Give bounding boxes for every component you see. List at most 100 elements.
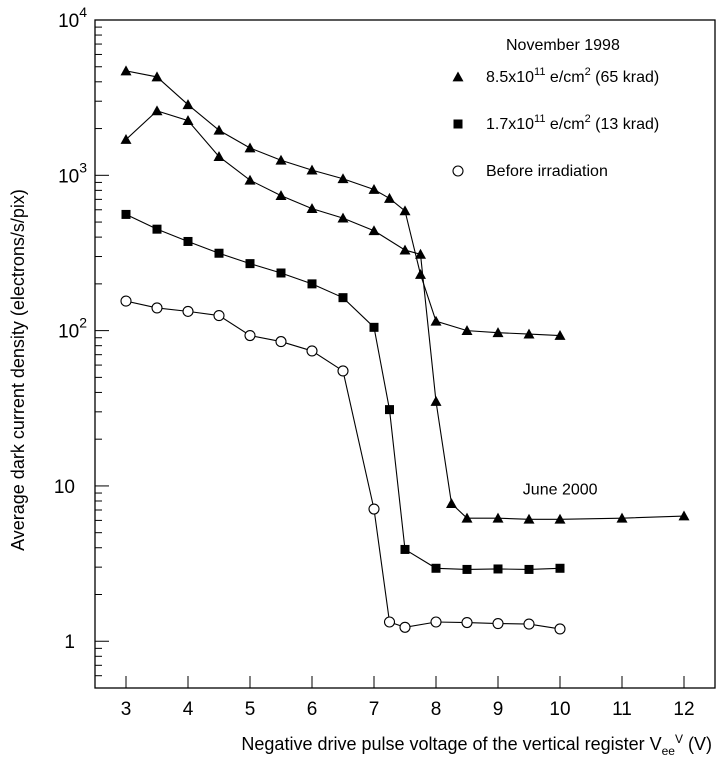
series-high-dose-june2000 bbox=[120, 105, 690, 524]
legend-label-mid-dose: 1.7x1011 e/cm2 (13 krad) bbox=[486, 113, 659, 133]
data-point-mid-dose bbox=[183, 236, 193, 246]
data-point-high-dose-june2000 bbox=[182, 115, 194, 126]
series-mid-dose bbox=[121, 209, 565, 574]
y-tick-label-base: 10 bbox=[58, 322, 79, 343]
data-point-mid-dose bbox=[385, 405, 394, 415]
series-high-dose-nov1998 bbox=[120, 65, 566, 340]
y-tick-label-base: 10 bbox=[54, 477, 75, 498]
y-tick-label: 103 bbox=[58, 159, 87, 187]
data-point-before-irradiation bbox=[523, 618, 535, 630]
data-point-high-dose-nov1998 bbox=[523, 328, 535, 339]
data-point-high-dose-nov1998 bbox=[182, 99, 194, 110]
plot-border bbox=[94, 19, 716, 689]
plot-frame bbox=[94, 19, 716, 689]
y-tick-label-base: 10 bbox=[58, 166, 79, 187]
legend-label-part: 2 bbox=[585, 113, 591, 125]
data-point-high-dose-june2000 bbox=[275, 190, 287, 201]
data-point-before-irradiation bbox=[337, 365, 349, 377]
data-point-high-dose-june2000 bbox=[492, 512, 504, 523]
data-point-high-dose-june2000 bbox=[368, 225, 380, 236]
annotations: June 2000 bbox=[523, 482, 598, 499]
data-point-before-irradiation bbox=[461, 616, 473, 629]
legend-marker-high-dose-nov1998 bbox=[452, 71, 464, 82]
data-point-high-dose-june2000 bbox=[244, 174, 256, 185]
data-point-high-dose-nov1998 bbox=[554, 330, 566, 340]
x-tick-label: 6 bbox=[307, 699, 318, 720]
data-point-high-dose-nov1998 bbox=[492, 327, 504, 338]
data-point-mid-dose bbox=[152, 224, 162, 234]
data-point-high-dose-june2000 bbox=[337, 212, 349, 223]
data-point-before-irradiation bbox=[151, 302, 163, 314]
legend-label-part: 1.7x10 bbox=[486, 116, 534, 133]
data-point-high-dose-nov1998 bbox=[306, 164, 318, 175]
x-tick-label: 4 bbox=[183, 699, 194, 720]
legend-label-part: e/cm bbox=[545, 69, 584, 86]
data-point-high-dose-nov1998 bbox=[368, 184, 380, 194]
data-point-mid-dose bbox=[214, 248, 224, 258]
data-point-high-dose-june2000 bbox=[306, 203, 318, 214]
x-tick-label: 12 bbox=[673, 699, 694, 720]
data-point-high-dose-nov1998 bbox=[120, 65, 132, 76]
x-axis-label-sub: ee bbox=[662, 744, 676, 758]
legend-label-part: e/cm bbox=[545, 116, 584, 133]
data-point-mid-dose bbox=[493, 564, 503, 574]
series-line-mid-dose bbox=[125, 213, 561, 570]
x-axis-ticks: 3 4 5 6 7 8 9 10 11 12 bbox=[121, 676, 695, 720]
data-point-mid-dose bbox=[276, 268, 286, 278]
data-point-before-irradiation bbox=[213, 310, 225, 322]
data-point-mid-dose bbox=[307, 279, 317, 289]
data-point-high-dose-june2000 bbox=[399, 244, 411, 255]
data-point-mid-dose bbox=[338, 293, 348, 303]
y-tick-label: 1 bbox=[64, 632, 75, 653]
x-axis-label: Negative drive pulse voltage of the vert… bbox=[241, 732, 712, 758]
data-point-mid-dose bbox=[555, 563, 565, 573]
legend-label-part: 11 bbox=[534, 113, 545, 125]
data-point-mid-dose bbox=[121, 209, 131, 219]
y-tick-label-exponent: 4 bbox=[79, 4, 87, 20]
x-tick-label: 3 bbox=[121, 699, 132, 720]
data-point-high-dose-june2000 bbox=[616, 512, 628, 523]
x-tick-label: 9 bbox=[493, 699, 504, 720]
data-point-high-dose-nov1998 bbox=[399, 205, 411, 216]
data-point-high-dose-june2000 bbox=[415, 248, 426, 259]
data-point-high-dose-june2000 bbox=[213, 151, 225, 161]
x-axis-label-unit: (V) bbox=[683, 734, 712, 754]
legend-marker-before-irradiation bbox=[452, 165, 464, 177]
data-point-high-dose-june2000 bbox=[461, 512, 473, 523]
data-point-high-dose-nov1998 bbox=[213, 124, 225, 135]
y-tick-label-exponent: 3 bbox=[79, 159, 87, 175]
data-point-before-irradiation bbox=[399, 621, 411, 633]
series-before-irradiation bbox=[120, 295, 566, 635]
data-point-high-dose-nov1998 bbox=[384, 192, 395, 203]
data-point-before-irradiation bbox=[492, 617, 504, 630]
data-point-before-irradiation bbox=[383, 616, 396, 628]
y-axis-label: Average dark current density (electrons/… bbox=[8, 189, 28, 551]
data-point-before-irradiation bbox=[430, 616, 442, 628]
x-tick-label: 7 bbox=[369, 699, 380, 720]
x-tick-label: 8 bbox=[431, 699, 442, 720]
legend-label-high-dose-nov1998: 8.5x1011 e/cm2 (65 krad) bbox=[486, 66, 659, 86]
x-axis-label-main: Negative drive pulse voltage of the vert… bbox=[241, 734, 661, 754]
x-tick-label: 11 bbox=[612, 699, 632, 720]
legend-title: November 1998 bbox=[506, 37, 620, 54]
y-tick-label-base: 10 bbox=[58, 11, 79, 32]
data-point-high-dose-june2000 bbox=[151, 105, 163, 116]
data-point-before-irradiation bbox=[182, 305, 194, 317]
legend: November 1998 8.5x1011 e/cm2 (65 krad) 1.7… bbox=[452, 37, 659, 180]
data-point-mid-dose bbox=[400, 544, 410, 554]
data-point-high-dose-june2000 bbox=[446, 498, 457, 508]
data-point-high-dose-nov1998 bbox=[415, 268, 426, 279]
data-point-mid-dose bbox=[462, 564, 472, 574]
data-point-high-dose-nov1998 bbox=[275, 154, 287, 165]
annotation-june-2000: June 2000 bbox=[523, 482, 598, 499]
y-tick-label-base: 1 bbox=[64, 632, 75, 653]
data-point-mid-dose bbox=[524, 564, 534, 574]
data-point-before-irradiation bbox=[244, 329, 256, 342]
x-tick-label: 5 bbox=[245, 699, 256, 720]
legend-label-part: 11 bbox=[534, 66, 545, 78]
legend-label-before-irradiation: Before irradiation bbox=[486, 163, 608, 180]
data-point-high-dose-june2000 bbox=[430, 395, 442, 406]
data-point-high-dose-june2000 bbox=[120, 134, 132, 144]
data-point-before-irradiation bbox=[368, 503, 380, 515]
